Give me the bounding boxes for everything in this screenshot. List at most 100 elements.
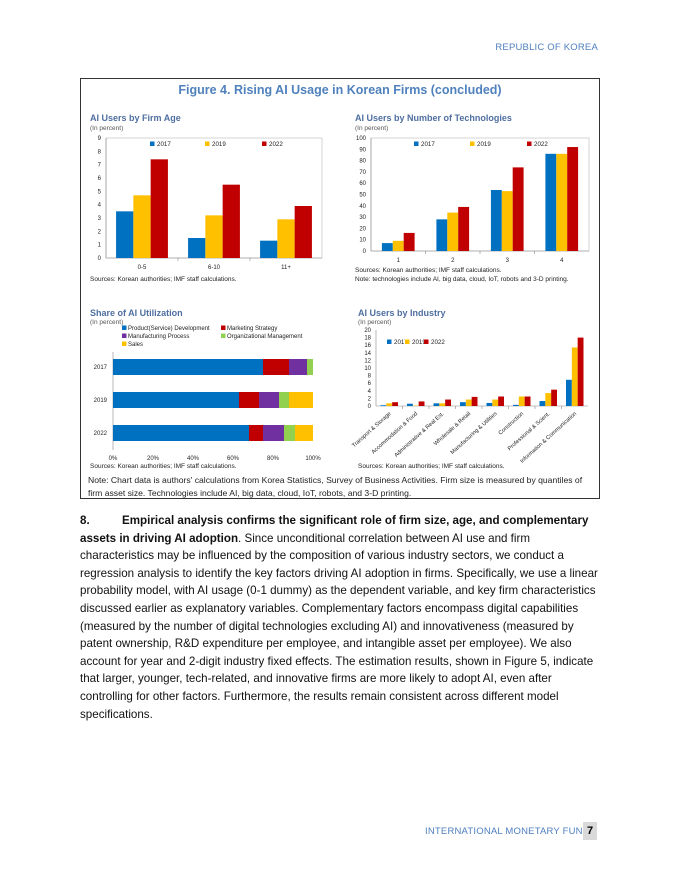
bar-2022-7 — [577, 337, 584, 406]
chart1-title: AI Users by Firm Age — [90, 113, 181, 123]
y-tick-label: 2 — [98, 229, 102, 235]
bar-segment-3 — [279, 392, 289, 408]
bar-segment-0 — [113, 425, 249, 441]
bar-segment-3 — [307, 359, 313, 375]
legend-swatch — [262, 141, 267, 146]
bar-2022-1 — [458, 206, 470, 251]
bar-2019-3 — [556, 153, 568, 251]
x-tick-label: 20% — [147, 456, 160, 462]
bar-2019-2 — [277, 219, 295, 258]
y-tick-label: 14 — [364, 351, 371, 357]
y-tick-label: 8 — [368, 374, 372, 380]
bar-segment-2 — [259, 392, 279, 408]
y-tick-label: 6 — [368, 381, 372, 387]
chart2-source: Sources: Korean authorities; IMF staff c… — [355, 267, 502, 274]
y-tick-label: 12 — [364, 358, 371, 364]
bar-2017-1 — [436, 219, 448, 251]
legend-swatch — [414, 141, 419, 146]
y-tick-label: 80 — [359, 159, 366, 165]
bar-2019-7 — [571, 347, 578, 406]
y-tick-label: 10 — [364, 366, 371, 372]
y-tick-label: 1 — [98, 243, 102, 249]
y-tick-label: 20 — [364, 328, 371, 334]
legend-swatch — [405, 339, 410, 344]
x-tick-label: 3 — [506, 258, 510, 264]
bar-2017-3 — [460, 402, 466, 406]
bar-2017-0 — [116, 211, 134, 258]
x-tick-label: 100% — [305, 456, 321, 462]
chart2-title: AI Users by Number of Technologies — [355, 113, 512, 123]
bar-2022-0 — [392, 402, 398, 406]
bar-segment-0 — [113, 392, 239, 408]
y-tick-label: 4 — [368, 389, 372, 395]
bar-2019-6 — [545, 393, 552, 406]
bar-segment-1 — [249, 425, 263, 441]
bar-2022-3 — [471, 396, 478, 406]
bar-2019-1 — [205, 215, 223, 258]
bar-2019-2 — [501, 191, 513, 251]
legend-swatch — [221, 325, 226, 330]
legend-swatch — [387, 339, 392, 344]
legend-label: Sales — [128, 342, 143, 348]
y-tick-label: 0 — [368, 404, 372, 410]
y-tick-label: 8 — [98, 149, 102, 155]
bar-segment-0 — [113, 359, 263, 375]
y-tick-label: 2019 — [94, 398, 108, 404]
x-tick-label: 0% — [109, 456, 118, 462]
chart1-source: Sources: Korean authorities; IMF staff c… — [90, 276, 237, 283]
legend-swatch — [122, 341, 127, 346]
legend-swatch — [424, 339, 429, 344]
bar-2017-6 — [539, 401, 546, 406]
y-tick-label: 3 — [98, 216, 102, 222]
legend-label: 2022 — [534, 141, 548, 148]
y-tick-label: 10 — [359, 238, 366, 244]
bar-2017-5 — [513, 404, 519, 406]
y-tick-label: 50 — [359, 193, 366, 199]
bar-2017-3 — [545, 153, 557, 251]
page-number: 7 — [583, 822, 597, 840]
y-tick-label: 40 — [359, 204, 366, 210]
chart3-subtitle: (In percent) — [90, 319, 124, 326]
bar-segment-4 — [295, 425, 313, 441]
bar-2022-2 — [294, 206, 312, 258]
y-tick-label: 100 — [356, 136, 367, 142]
legend-swatch — [150, 141, 155, 146]
x-tick-label: Accommodation & Food — [371, 411, 419, 455]
legend-label: 2022 — [431, 339, 445, 346]
legend-label: Marketing Strategy — [227, 326, 277, 332]
x-tick-label: Information & Communication — [519, 411, 578, 465]
legend-swatch — [122, 325, 127, 330]
footer-org: INTERNATIONAL MONETARY FUND — [425, 826, 590, 837]
bar-2017-1 — [188, 238, 206, 258]
chart2-note: Note: technologies include AI, big data,… — [355, 276, 569, 283]
bar-segment-4 — [289, 392, 313, 408]
chart4-subtitle: (In percent) — [358, 319, 392, 326]
x-tick-label: 80% — [267, 456, 280, 462]
chart3-source: Sources: Korean authorities; IMF staff c… — [90, 463, 237, 470]
bar-2019-1 — [447, 212, 459, 251]
legend-label: 2017 — [394, 339, 408, 346]
bar-2017-2 — [260, 240, 278, 258]
x-tick-label: 60% — [227, 456, 240, 462]
legend-label: 2019 — [212, 141, 226, 148]
bar-2019-0 — [392, 240, 404, 251]
chart3-title: Share of AI Utilization — [90, 308, 183, 318]
bar-2019-5 — [518, 396, 525, 406]
bar-segment-2 — [289, 359, 307, 375]
bar-segment-3 — [284, 425, 295, 441]
bar-segment-1 — [239, 392, 259, 408]
x-tick-label: 1 — [397, 258, 401, 264]
bar-2022-6 — [551, 389, 557, 406]
bar-2022-3 — [567, 147, 579, 251]
bar-2022-5 — [524, 396, 531, 406]
bar-2022-4 — [498, 396, 504, 406]
figure-box — [80, 78, 600, 499]
y-tick-label: 2022 — [94, 431, 108, 437]
y-tick-label: 4 — [98, 203, 102, 209]
x-tick-label: 40% — [187, 456, 200, 462]
paragraph-lead: Empirical analysis confirms the signific… — [80, 514, 589, 545]
x-tick-label: 0-5 — [138, 265, 147, 271]
bar-2022-1 — [222, 184, 240, 258]
